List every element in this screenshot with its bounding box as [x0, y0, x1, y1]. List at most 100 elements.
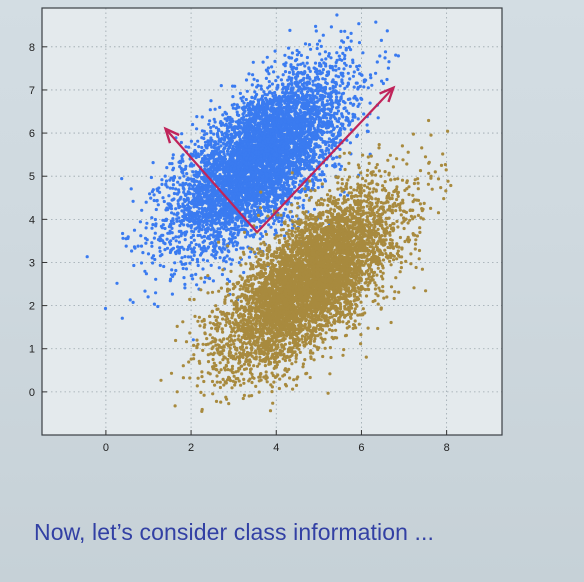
- data-point: [222, 138, 227, 142]
- data-point: [151, 261, 155, 265]
- data-point: [200, 251, 204, 255]
- data-point: [180, 157, 184, 161]
- data-point: [329, 120, 334, 124]
- data-point: [283, 53, 287, 57]
- data-point: [229, 262, 233, 266]
- data-point: [272, 205, 277, 209]
- data-point: [348, 77, 352, 81]
- data-point: [253, 96, 257, 100]
- data-point: [250, 233, 254, 237]
- data-point: [252, 77, 256, 81]
- data-point: [181, 186, 185, 190]
- data-point: [177, 240, 181, 244]
- data-point: [279, 78, 283, 82]
- data-point: [260, 94, 265, 98]
- data-point: [321, 77, 325, 81]
- data-point: [324, 91, 328, 95]
- data-point: [343, 29, 347, 33]
- data-point: [171, 156, 175, 160]
- data-point: [330, 146, 334, 150]
- data-point: [294, 176, 298, 180]
- data-point: [275, 217, 279, 221]
- data-point: [181, 266, 185, 271]
- data-point: [192, 253, 196, 257]
- data-point: [152, 236, 156, 240]
- data-point: [352, 70, 356, 74]
- data-point: [237, 130, 242, 134]
- data-point: [299, 110, 303, 114]
- data-point: [327, 144, 331, 148]
- data-point: [233, 226, 237, 230]
- data-point: [341, 81, 345, 85]
- data-point: [162, 264, 166, 269]
- data-point: [218, 230, 222, 234]
- data-point: [262, 90, 266, 94]
- data-point: [305, 161, 309, 165]
- data-point: [366, 86, 370, 90]
- data-point: [202, 133, 206, 137]
- data-point: [264, 76, 268, 80]
- data-point: [192, 238, 196, 242]
- data-point: [303, 64, 307, 68]
- data-point: [176, 180, 180, 184]
- data-point: [195, 210, 199, 214]
- data-point: [253, 196, 257, 201]
- data-point: [237, 230, 241, 234]
- data-point: [308, 154, 312, 158]
- data-point: [318, 69, 322, 73]
- data-point: [174, 207, 178, 211]
- data-point: [146, 295, 150, 299]
- data-point: [209, 125, 213, 130]
- data-point: [277, 95, 281, 99]
- data-point: [362, 85, 366, 89]
- data-point: [173, 261, 177, 265]
- data-point: [323, 179, 328, 183]
- data-point: [337, 67, 341, 71]
- data-point: [321, 139, 325, 143]
- data-point: [339, 122, 343, 126]
- data-point: [258, 115, 262, 119]
- data-point: [229, 162, 233, 166]
- data-point: [179, 260, 183, 264]
- data-point: [144, 241, 148, 245]
- data-point: [343, 101, 347, 105]
- data-point: [351, 58, 355, 62]
- data-point: [191, 338, 195, 342]
- data-point: [168, 242, 173, 246]
- data-point: [267, 80, 271, 84]
- data-point: [283, 106, 287, 110]
- data-point: [209, 140, 213, 144]
- data-point: [221, 113, 225, 117]
- data-point: [328, 116, 333, 120]
- data-point: [334, 74, 338, 78]
- data-point: [174, 268, 178, 273]
- data-point: [182, 223, 186, 227]
- data-point: [349, 48, 353, 52]
- data-point: [343, 106, 347, 110]
- data-point: [343, 57, 347, 61]
- data-point: [328, 87, 332, 91]
- data-point: [206, 181, 210, 185]
- data-point: [175, 219, 179, 223]
- data-point: [194, 227, 198, 231]
- data-point: [324, 57, 328, 61]
- data-point: [201, 267, 205, 271]
- data-point: [212, 132, 216, 136]
- data-point: [191, 248, 195, 252]
- data-point: [153, 217, 157, 222]
- data-point: [250, 83, 254, 87]
- data-point: [189, 241, 193, 245]
- data-point: [262, 191, 266, 195]
- data-point: [186, 192, 190, 196]
- data-point: [222, 258, 226, 263]
- data-point: [303, 70, 307, 74]
- data-point: [242, 270, 246, 275]
- class-a-points: [85, 13, 400, 342]
- data-point: [305, 95, 309, 99]
- data-point: [323, 77, 327, 81]
- data-point: [354, 81, 358, 85]
- data-point: [140, 208, 144, 212]
- data-point: [144, 226, 148, 230]
- data-point: [182, 276, 186, 280]
- data-point: [218, 105, 222, 109]
